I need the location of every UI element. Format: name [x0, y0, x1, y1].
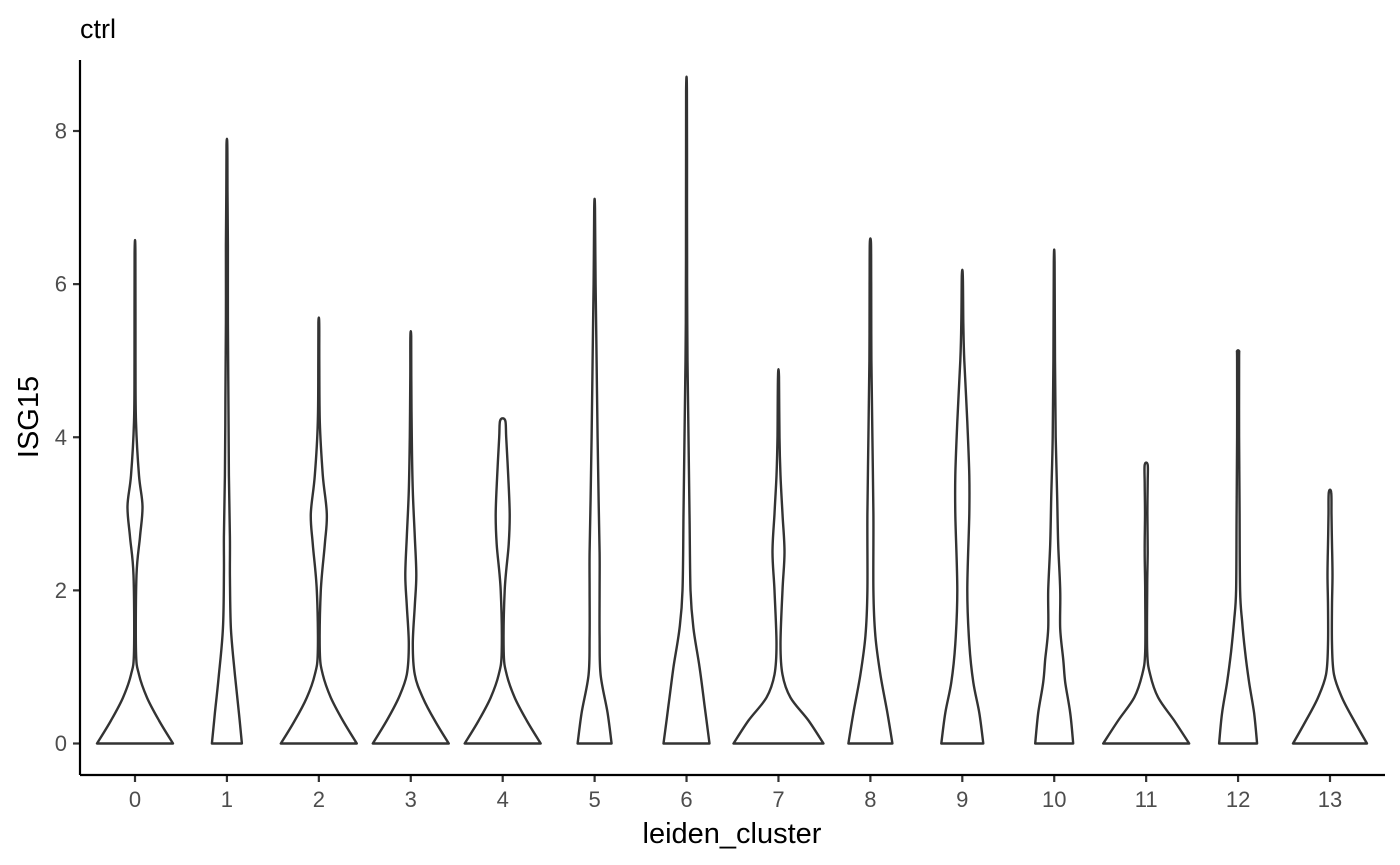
y-tick-label: 6 [55, 272, 67, 297]
y-tick-label: 4 [55, 425, 67, 450]
y-axis-title: ISG15 [13, 376, 45, 458]
y-axis-ticks: 0 2 4 6 8 [55, 119, 80, 756]
x-tick-label: 8 [864, 787, 876, 812]
x-tick-label: 9 [956, 787, 968, 812]
x-tick-label: 12 [1226, 787, 1250, 812]
violin-cluster-4 [463, 417, 542, 745]
violin-cluster-8 [847, 237, 894, 745]
violin-group [95, 75, 1369, 745]
x-tick-label: 3 [405, 787, 417, 812]
y-tick-label: 0 [55, 731, 67, 756]
x-tick-label: 13 [1318, 787, 1342, 812]
violin-cluster-10 [1034, 248, 1075, 745]
x-tick-label: 10 [1042, 787, 1066, 812]
x-tick-label: 2 [313, 787, 325, 812]
x-axis-ticks: 0 1 2 3 4 5 6 7 8 9 10 11 12 13 [129, 775, 1342, 812]
violin-cluster-7 [732, 368, 825, 745]
violin-cluster-1 [210, 137, 244, 745]
violin-cluster-11 [1102, 461, 1191, 745]
violin-cluster-2 [279, 316, 358, 745]
violin-cluster-13 [1291, 488, 1369, 745]
violin-cluster-3 [371, 330, 450, 745]
x-tick-label: 1 [221, 787, 233, 812]
violin-cluster-6 [662, 75, 711, 745]
violin-cluster-9 [940, 268, 985, 745]
x-tick-label: 7 [772, 787, 784, 812]
violin-cluster-5 [576, 197, 613, 745]
y-tick-label: 2 [55, 578, 67, 603]
x-tick-label: 4 [497, 787, 509, 812]
y-tick-label: 8 [55, 119, 67, 144]
x-tick-label: 6 [680, 787, 692, 812]
x-tick-label: 5 [588, 787, 600, 812]
violin-cluster-0 [95, 238, 175, 745]
x-tick-label: 11 [1135, 787, 1158, 812]
x-axis-title: leiden_cluster [643, 818, 822, 850]
violin-cluster-12 [1217, 349, 1259, 745]
chart-title: ctrl [80, 14, 116, 44]
x-tick-label: 0 [129, 787, 141, 812]
